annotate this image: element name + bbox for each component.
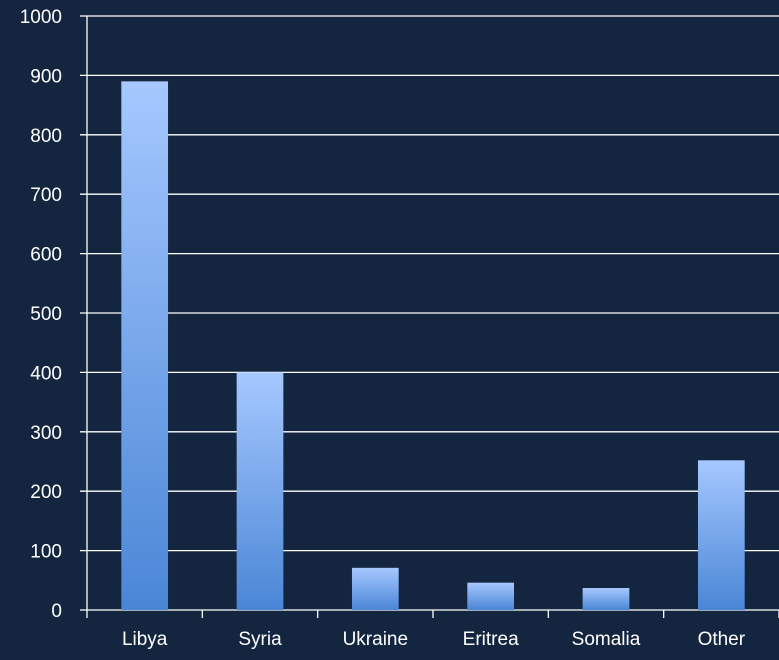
axes: [80, 16, 779, 618]
y-tick-label: 900: [30, 66, 62, 87]
y-tick-label: 200: [30, 482, 62, 503]
gridlines: [80, 15, 779, 552]
tick-labels: 0 100 200 300 400 500 600 700 800 900 1000 Libya Syr…: [20, 7, 746, 650]
bar-eritrea: [467, 582, 515, 610]
bars: [121, 81, 745, 611]
x-tick-label: Syria: [238, 629, 282, 650]
bar-somalia: [582, 588, 630, 610]
y-tick-label: 500: [30, 304, 62, 325]
y-tick-label: 300: [30, 423, 62, 444]
y-tick-label: 100: [30, 542, 62, 563]
x-tick-label: Eritrea: [463, 629, 519, 650]
bar-other: [697, 460, 745, 610]
x-tick-label: Somalia: [572, 629, 641, 650]
y-tick-label: 0: [51, 601, 62, 622]
x-tick-label: Ukraine: [343, 629, 408, 650]
y-tick-label: 600: [30, 245, 62, 266]
y-tick-label: 1000: [20, 7, 62, 28]
bar-ukraine: [351, 567, 399, 610]
x-tick-label: Other: [698, 629, 746, 650]
y-tick-label: 400: [30, 363, 62, 384]
x-tick-label: Libya: [122, 629, 168, 650]
bar-libya: [121, 81, 169, 611]
y-tick-label: 800: [30, 126, 62, 147]
bar-syria: [236, 372, 284, 610]
y-tick-label: 700: [30, 185, 62, 206]
